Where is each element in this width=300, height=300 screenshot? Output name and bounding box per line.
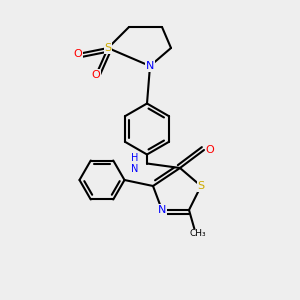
Text: O: O xyxy=(92,70,100,80)
Text: S: S xyxy=(104,43,112,53)
Text: N: N xyxy=(158,205,166,215)
Text: S: S xyxy=(197,181,205,191)
Text: O: O xyxy=(206,145,214,155)
Text: CH₃: CH₃ xyxy=(190,230,206,238)
Text: N: N xyxy=(146,61,154,71)
Text: O: O xyxy=(74,49,82,59)
Text: H
N: H N xyxy=(131,153,139,174)
